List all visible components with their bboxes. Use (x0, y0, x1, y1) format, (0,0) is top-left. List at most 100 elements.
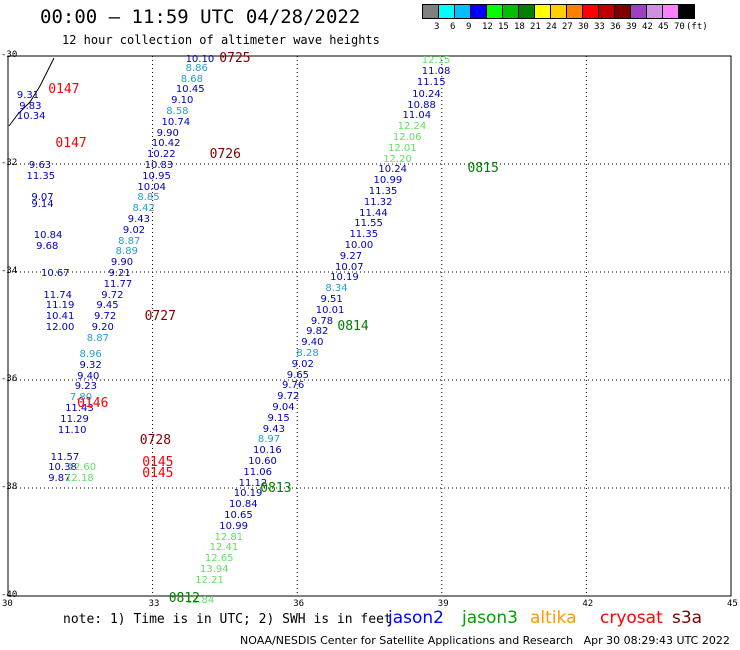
wave-height-value: 10.01 (315, 304, 345, 316)
wave-height-value: 9.40 (301, 337, 324, 349)
color-scale-label: 36 (610, 22, 621, 32)
pass-time-label: 0147 (48, 82, 80, 98)
wave-height-value: 9.76 (281, 380, 305, 392)
wave-height-value: 9.90 (110, 257, 134, 269)
pass-time-label: 0728 (139, 433, 172, 449)
pass-time-label: 0146 (77, 395, 109, 411)
wave-height-value: 8.87 (118, 235, 141, 247)
wave-height-value: 11.08 (421, 66, 451, 78)
wave-height-value: 9.04 (272, 402, 295, 413)
wave-height-value: 10.45 (175, 84, 205, 96)
color-scale-label: 70 (674, 22, 685, 32)
wave-height-value: 9.27 (339, 250, 363, 262)
legend-cryosat: cryosat (600, 608, 663, 628)
wave-height-value: 10.42 (151, 138, 181, 150)
wave-height-value: 10.04 (137, 181, 166, 193)
wave-height-value: 10.19 (233, 488, 263, 500)
color-swatch (662, 4, 679, 19)
pass-time-label: 0812 (168, 591, 200, 606)
wave-height-value: 10.88 (407, 99, 436, 111)
wave-height-value: 10.24 (378, 164, 407, 176)
wave-height-value: 8.68 (180, 73, 204, 85)
wave-height-value: 10.16 (253, 445, 282, 457)
wave-height-value: 9.65 (286, 369, 310, 381)
pass-time-label: 0814 (337, 319, 369, 334)
wave-height-value: 9.32 (79, 359, 102, 371)
color-swatch (422, 4, 439, 19)
wave-height-value: 10.99 (219, 520, 248, 532)
lat-tick-label: -32 (1, 158, 18, 168)
color-scale-label: 18 (514, 22, 525, 32)
wave-height-value: 11.29 (60, 413, 89, 425)
wave-height-value: 10.83 (144, 160, 174, 172)
color-scale-label: 45 (658, 22, 669, 32)
color-swatch (518, 4, 535, 19)
wave-height-value: 9.14 (31, 198, 54, 210)
wave-height-value: 9.23 (74, 381, 97, 393)
wave-height-value: 9.21 (108, 268, 131, 280)
legend-s3a: s3a (672, 608, 703, 628)
color-scale-label: 15 (498, 22, 509, 32)
wave-height-value: 8.34 (325, 283, 348, 295)
wave-height-value: 12.18 (65, 473, 94, 485)
wave-height-value: 9.68 (36, 241, 59, 253)
color-scale-label: 33 (594, 22, 605, 32)
wave-height-value: 9.15 (267, 412, 290, 424)
wave-height-value: 11.12 (238, 477, 268, 489)
color-swatch (534, 4, 551, 19)
wave-height-value: 9.72 (101, 289, 124, 301)
wave-height-value: 9.45 (96, 300, 119, 312)
wave-height-value: 10.07 (334, 261, 364, 273)
wave-height-value: 12.21 (195, 574, 224, 586)
lon-tick-label: 30 (2, 599, 13, 609)
wave-height-value: 9.02 (122, 224, 146, 236)
wave-height-value: 8.86 (185, 62, 208, 74)
color-swatch (630, 4, 647, 19)
wave-height-value: 11.35 (368, 186, 398, 197)
wave-height-value: 10.74 (161, 116, 191, 128)
wave-height-value: 9.20 (91, 322, 114, 334)
wave-height-value: 9.72 (93, 311, 117, 323)
color-swatch (646, 4, 663, 19)
pass-time-label: 0727 (144, 309, 176, 325)
wave-height-value: 12.15 (421, 55, 451, 67)
wave-height-value: 8.58 (166, 106, 189, 118)
color-scale-label: 21 (530, 22, 541, 32)
wave-height-value: 12.65 (204, 553, 234, 565)
gridlines (8, 56, 731, 596)
wave-height-value: 8.87 (86, 332, 110, 344)
wave-height-value: 10.41 (45, 311, 75, 323)
wave-height-value: 9.40 (77, 370, 100, 382)
legend-altika: altika (530, 608, 577, 628)
wave-height-value: 8.89 (115, 246, 138, 258)
note-text: note: 1) Time is in UTC; 2) SWH is in fe… (63, 612, 392, 627)
wave-height-value: 11.35 (349, 229, 379, 241)
color-swatch (550, 4, 567, 19)
wave-height-value: 9.43 (127, 214, 150, 226)
color-swatch (486, 4, 503, 19)
coastline (8, 57, 55, 127)
lat-tick-label: -40 (1, 590, 18, 600)
wave-height-value: 8.97 (257, 434, 281, 446)
wave-height-value: 9.07 (31, 192, 54, 204)
wave-height-value: 12.20 (383, 153, 412, 165)
wave-height-value: 8.96 (79, 349, 102, 361)
color-swatch (614, 4, 631, 19)
color-swatch (454, 4, 471, 19)
wave-height-value: 10.84 (228, 499, 258, 511)
color-swatch (598, 4, 615, 19)
wave-height-value: 12.01 (388, 142, 417, 154)
wave-height-value: 9.43 (262, 423, 285, 435)
lon-tick-label: 39 (437, 599, 449, 609)
map-plot (7, 55, 732, 597)
wave-height-value: 8.42 (132, 203, 155, 215)
wave-height-value: 11.57 (50, 451, 80, 463)
wave-height-value: 10.84 (33, 230, 63, 242)
wave-height-value: 12.00 (45, 322, 75, 334)
color-scale-label: 6 (450, 22, 456, 32)
legend-jason2: jason2 (388, 608, 444, 628)
wave-height-value: 10.95 (142, 170, 171, 182)
wave-height-value: 9.87 (48, 473, 71, 485)
color-scale-label: (ft) (686, 22, 708, 32)
wave-height-value: 9.02 (291, 358, 314, 370)
